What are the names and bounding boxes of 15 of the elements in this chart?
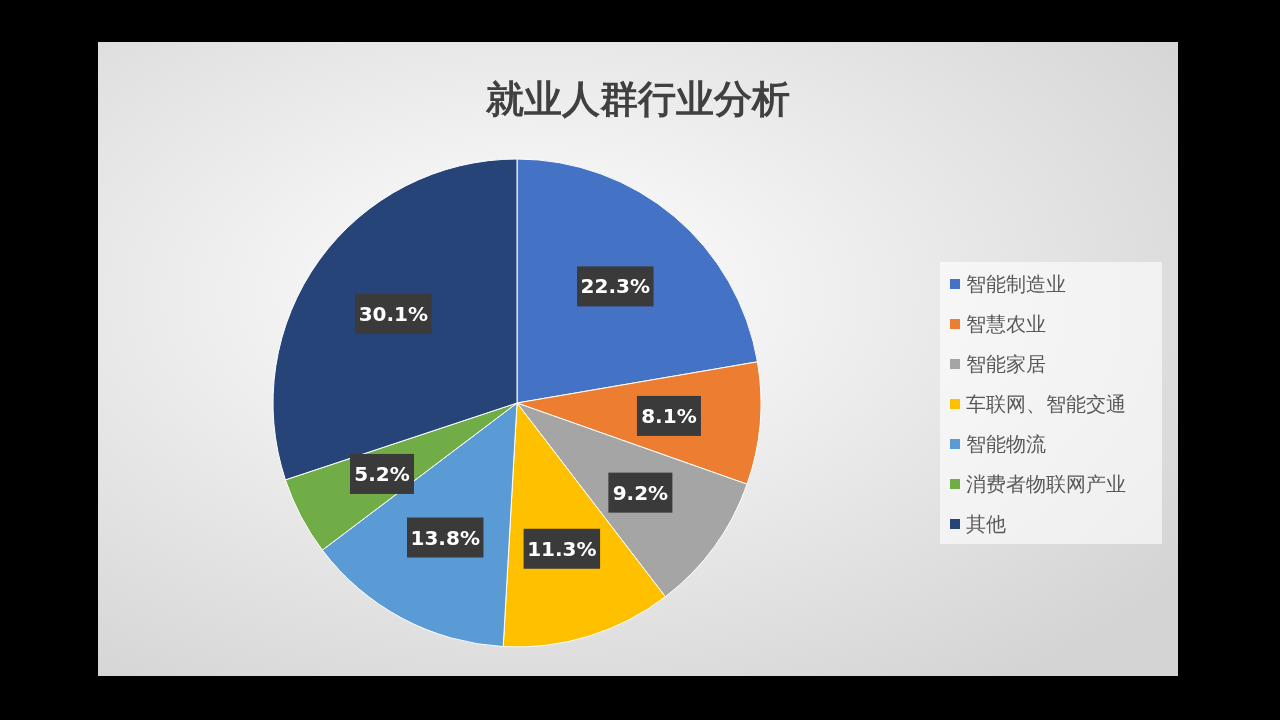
- legend-label: 智能物流: [966, 432, 1046, 456]
- legend-label: 智慧农业: [966, 312, 1046, 336]
- data-label: 8.1%: [641, 403, 697, 428]
- data-label: 9.2%: [612, 480, 669, 505]
- data-label: 5.2%: [354, 461, 410, 486]
- legend-label: 其他: [966, 512, 1006, 536]
- data-label: 13.8%: [410, 525, 480, 550]
- data-label: 30.1%: [358, 301, 429, 326]
- legend-label: 智能家居: [966, 352, 1046, 376]
- data-label: 11.3%: [527, 536, 597, 561]
- legend-label: 智能制造业: [966, 272, 1066, 296]
- chart-title: 就业人群行业分析: [485, 77, 790, 121]
- data-label: 22.3%: [580, 274, 651, 299]
- legend-label: 消费者物联网产业: [966, 472, 1126, 496]
- legend-label: 车联网、智能交通: [966, 392, 1126, 416]
